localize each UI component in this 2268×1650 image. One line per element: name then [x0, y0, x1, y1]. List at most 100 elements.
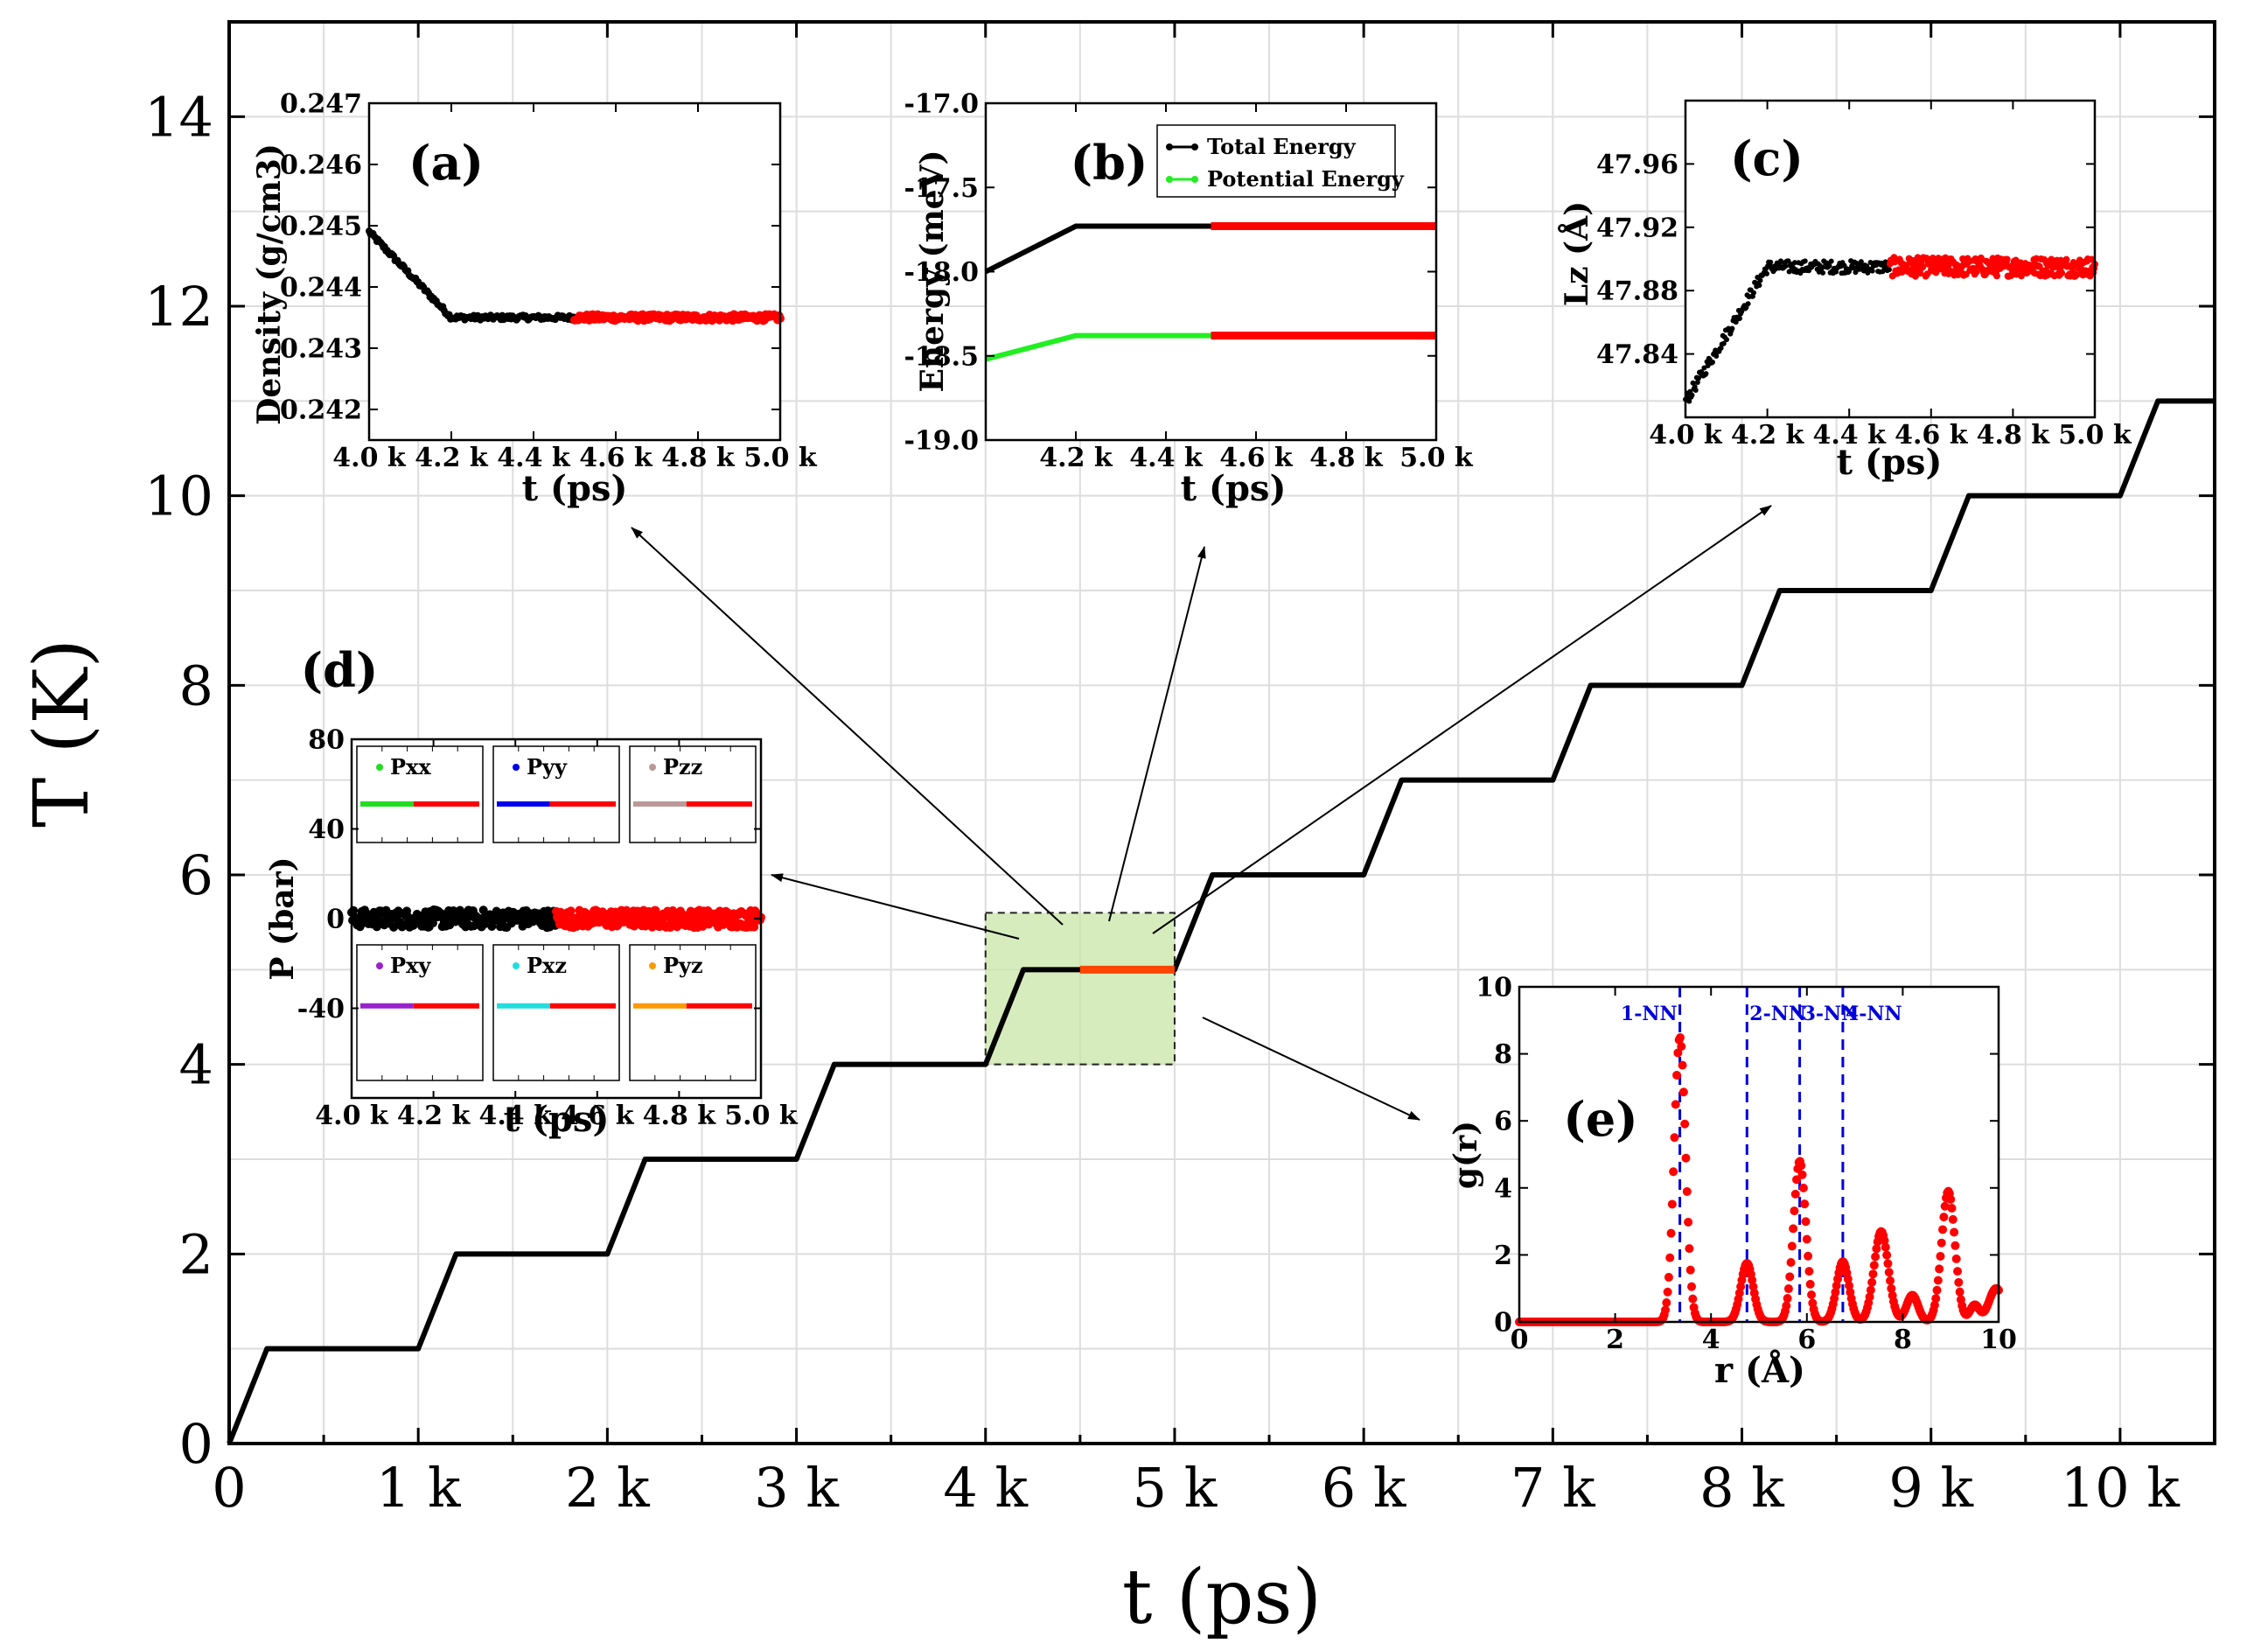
inset-d-x-tick-label: 4.6 k [561, 1101, 635, 1131]
inset-d-point-red [566, 906, 576, 916]
inset-a-x-axis-label: t (ps) [522, 468, 628, 509]
inset-e-y-tick-label: 0 [1494, 1308, 1512, 1339]
callout-arrows [631, 505, 1772, 1121]
inset-e-gr-point [1866, 1285, 1875, 1295]
inset-e-gr-point [1688, 1294, 1698, 1304]
inset-d-pxy-label: Pxy [390, 953, 431, 978]
inset-c-point-black [1686, 398, 1692, 404]
main-plot-frame [227, 20, 2216, 1445]
inset-e-gr-point [1790, 1189, 1800, 1199]
inset-d-pyy-legend-marker [513, 764, 520, 771]
inset-a-y-tick-label: 0.243 [280, 334, 362, 365]
inset-e-gr-point [1932, 1285, 1942, 1295]
inset-e-gr-point [1734, 1289, 1744, 1298]
inset-c-point-black [1853, 261, 1860, 267]
inset-e-gr-point [1661, 1305, 1671, 1315]
temperature-line [227, 398, 2215, 1445]
inset-e-neighbor-label: 2-NN [1749, 1003, 1806, 1025]
inset-e-gr-point [1881, 1242, 1890, 1252]
main-x-tick-label: 2 k [565, 1456, 650, 1520]
inset-e-gr-point [1880, 1235, 1889, 1245]
inset-c-y-tick-label: 47.92 [1596, 213, 1678, 243]
inset-a-ticks: 4.0 k 4.2 k 4.4 k 4.6 k 4.8 k 5.0 k 0.242 0.243… [280, 89, 818, 474]
inset-c-point-black [1736, 316, 1742, 322]
inset-e-x-tick-label: 2 [1606, 1325, 1624, 1355]
inset-e-gr-point [1933, 1276, 1943, 1285]
inset-c-point-black [1745, 301, 1751, 307]
inset-e-gr-point [1798, 1183, 1808, 1192]
inset-e-gr-point [1950, 1241, 1960, 1250]
inset-c-point-black [1853, 269, 1859, 276]
inset-e-gr-point [1748, 1282, 1758, 1291]
inset-e-gr-point [1807, 1290, 1817, 1299]
inset-e-gr-point [1666, 1228, 1676, 1238]
arrow-to-panel-c [1152, 505, 1772, 934]
inset-c-point-black [1768, 259, 1774, 265]
inset-d-subpanel-pzz [629, 745, 757, 843]
inset-c-point-black [1886, 267, 1892, 273]
inset-e-x-tick-label: 0 [1511, 1325, 1529, 1355]
inset-c-point-red [1919, 263, 1927, 271]
inset-e-gr-point [1664, 1272, 1673, 1282]
inset-c-ticks: 4.0 k 4.2 k 4.4 k 4.6 k 4.8 k 5.0 k 47.84 47.88… [1596, 101, 2132, 451]
inset-e-neighbor-label: 4-NN [1846, 1003, 1902, 1025]
arrow-to-panel-b [1108, 546, 1206, 922]
inset-b-x-tick-label: 4.8 k [1309, 443, 1384, 473]
main-x-tick-label: 3 k [754, 1456, 839, 1520]
inset-e-gr-point [1792, 1175, 1802, 1185]
inset-c-panel-label: (c) [1730, 130, 1804, 186]
inset-c-point-black [1802, 258, 1808, 264]
inset-e-gr-point [1801, 1217, 1811, 1227]
inset-d-y-tick-label: 40 [308, 815, 345, 845]
inset-e-gr-point [1678, 1060, 1687, 1070]
legend-potential-energy-marker [1191, 176, 1198, 183]
inset-d-pzz-label: Pzz [663, 754, 702, 780]
inset-e-gr-point [1669, 1167, 1678, 1177]
inset-c-point-black [1695, 375, 1701, 381]
inset-e-gr-point [1884, 1268, 1894, 1277]
inset-d-pxz-legend-marker [513, 962, 520, 969]
inset-e-gr-point [1843, 1274, 1853, 1283]
inset-b-y-tick-label: -18.0 [904, 257, 979, 288]
inset-d-y-tick-label: 80 [308, 725, 345, 756]
inset-e-gr-point [1797, 1161, 1806, 1171]
inset-a-x-tick-label: 5.0 k [743, 443, 818, 473]
inset-c-point-red [2073, 271, 2081, 279]
inset-a-frame [367, 101, 782, 442]
main-y-tick-label: 14 [144, 85, 213, 149]
inset-e-gr-point [1789, 1224, 1798, 1234]
inset-a: 4.0 k 4.2 k 4.4 k 4.6 k 4.8 k 5.0 k 0.242 0.243… [251, 89, 818, 510]
inset-e-gr-point [1865, 1292, 1874, 1302]
inset-e-y-tick-label: 2 [1494, 1241, 1512, 1271]
inset-e-gr-point [1954, 1277, 1964, 1287]
inset-e-gr-point [1736, 1282, 1746, 1291]
inset-e-gr-point [1805, 1279, 1815, 1289]
inset-c-point-black [1713, 353, 1720, 360]
inset-b-y-tick-label: -17.5 [904, 173, 979, 204]
inset-c-point-black [1783, 263, 1789, 269]
inset-e-y-tick-label: 8 [1494, 1039, 1512, 1070]
inset-e-gr-point [1955, 1287, 1964, 1297]
inset-c-x-tick-label: 4.6 k [1895, 420, 1969, 451]
inset-c-point-black [1826, 262, 1832, 269]
inset-c-point-black [1756, 283, 1762, 289]
inset-a-y-axis-label: Density (g/cm3) [251, 143, 288, 425]
main-y-tick-label: 4 [179, 1033, 213, 1097]
inset-c-point-black [1724, 337, 1730, 343]
inset-c-x-axis-label: t (ps) [1837, 442, 1943, 483]
legend-potential-energy-marker [1166, 176, 1173, 183]
inset-b-y-axis-label: Energy (meV) [914, 150, 951, 392]
inset-e-gr-point [1804, 1267, 1814, 1276]
inset-e-x-tick-label: 8 [1894, 1325, 1912, 1355]
inset-e-gr-point [1667, 1199, 1677, 1209]
inset-e-x-axis-label: r (Å) [1714, 1350, 1805, 1391]
inset-e: 1-NN 2-NN3-NN4-NN 0 2 4 6 8 10 0 2 4 6 8 10 (e) r (Å… [1448, 973, 2017, 1392]
inset-b-series-line [985, 332, 1211, 362]
inset-e-gr-point [1930, 1300, 1939, 1310]
inset-c-point-black [1820, 269, 1826, 276]
inset-e-gr-point [1938, 1225, 1948, 1234]
inset-d-subpanel-pxx [356, 745, 484, 843]
inset-b-y-tick-label: -18.5 [904, 341, 979, 372]
arrow-to-panel-e [1202, 1017, 1420, 1121]
main-x-tick-label: 7 k [1511, 1456, 1595, 1520]
